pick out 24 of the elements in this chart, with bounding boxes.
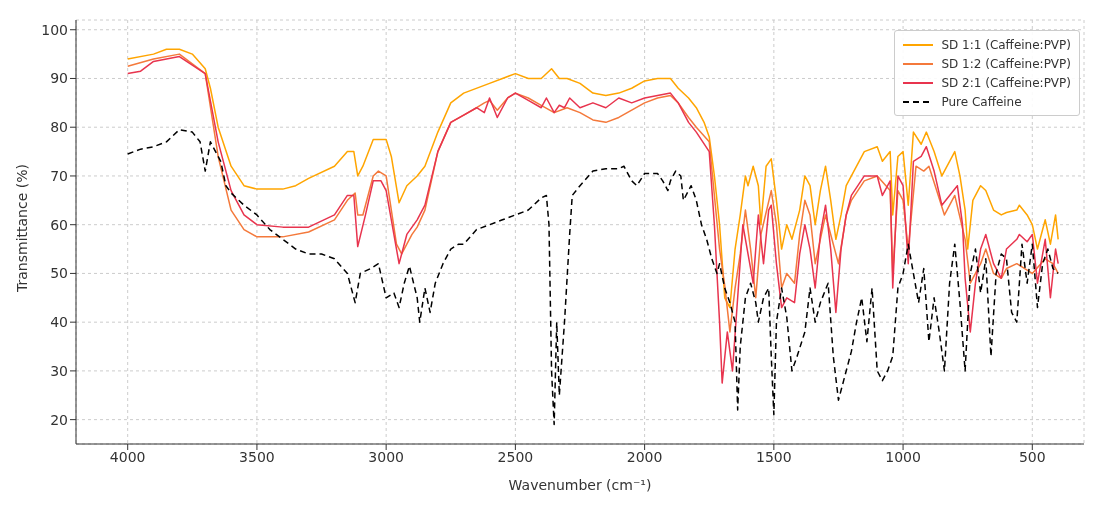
y-tick-label: 20 [50,411,68,428]
y-tick-label: 30 [50,362,68,379]
x-tick-label: 2000 [626,448,663,465]
x-tick-label: 1000 [885,448,921,465]
x-tick-label: 1500 [756,448,792,465]
x-tick-label: 3500 [239,448,275,465]
y-tick-label: 40 [50,314,68,331]
y-tick-label: 50 [50,265,68,282]
legend-label: SD 1:2 (Caffeine:PVP) [941,56,1071,71]
legend-label: Pure Caffeine [941,94,1022,109]
x-tick-label: 3000 [368,448,404,465]
x-tick-label: 4000 [109,448,146,465]
y-tick-label: 70 [50,167,68,184]
x-tick-label: 500 [1018,448,1046,465]
y-tick-label: 60 [50,216,68,233]
y-tick-label: 80 [50,119,68,136]
y-axis-title: Transmittance (%) [13,164,30,293]
x-tick-label: 2500 [497,448,534,465]
x-axis-title: Wavenumber (cm⁻¹) [508,477,652,493]
y-tick-label: 100 [41,21,68,38]
legend-label: SD 1:1 (Caffeine:PVP) [941,37,1071,52]
legend-label: SD 2:1 (Caffeine:PVP) [941,75,1071,90]
line-series [126,128,1059,426]
y-tick-label: 90 [50,70,68,87]
